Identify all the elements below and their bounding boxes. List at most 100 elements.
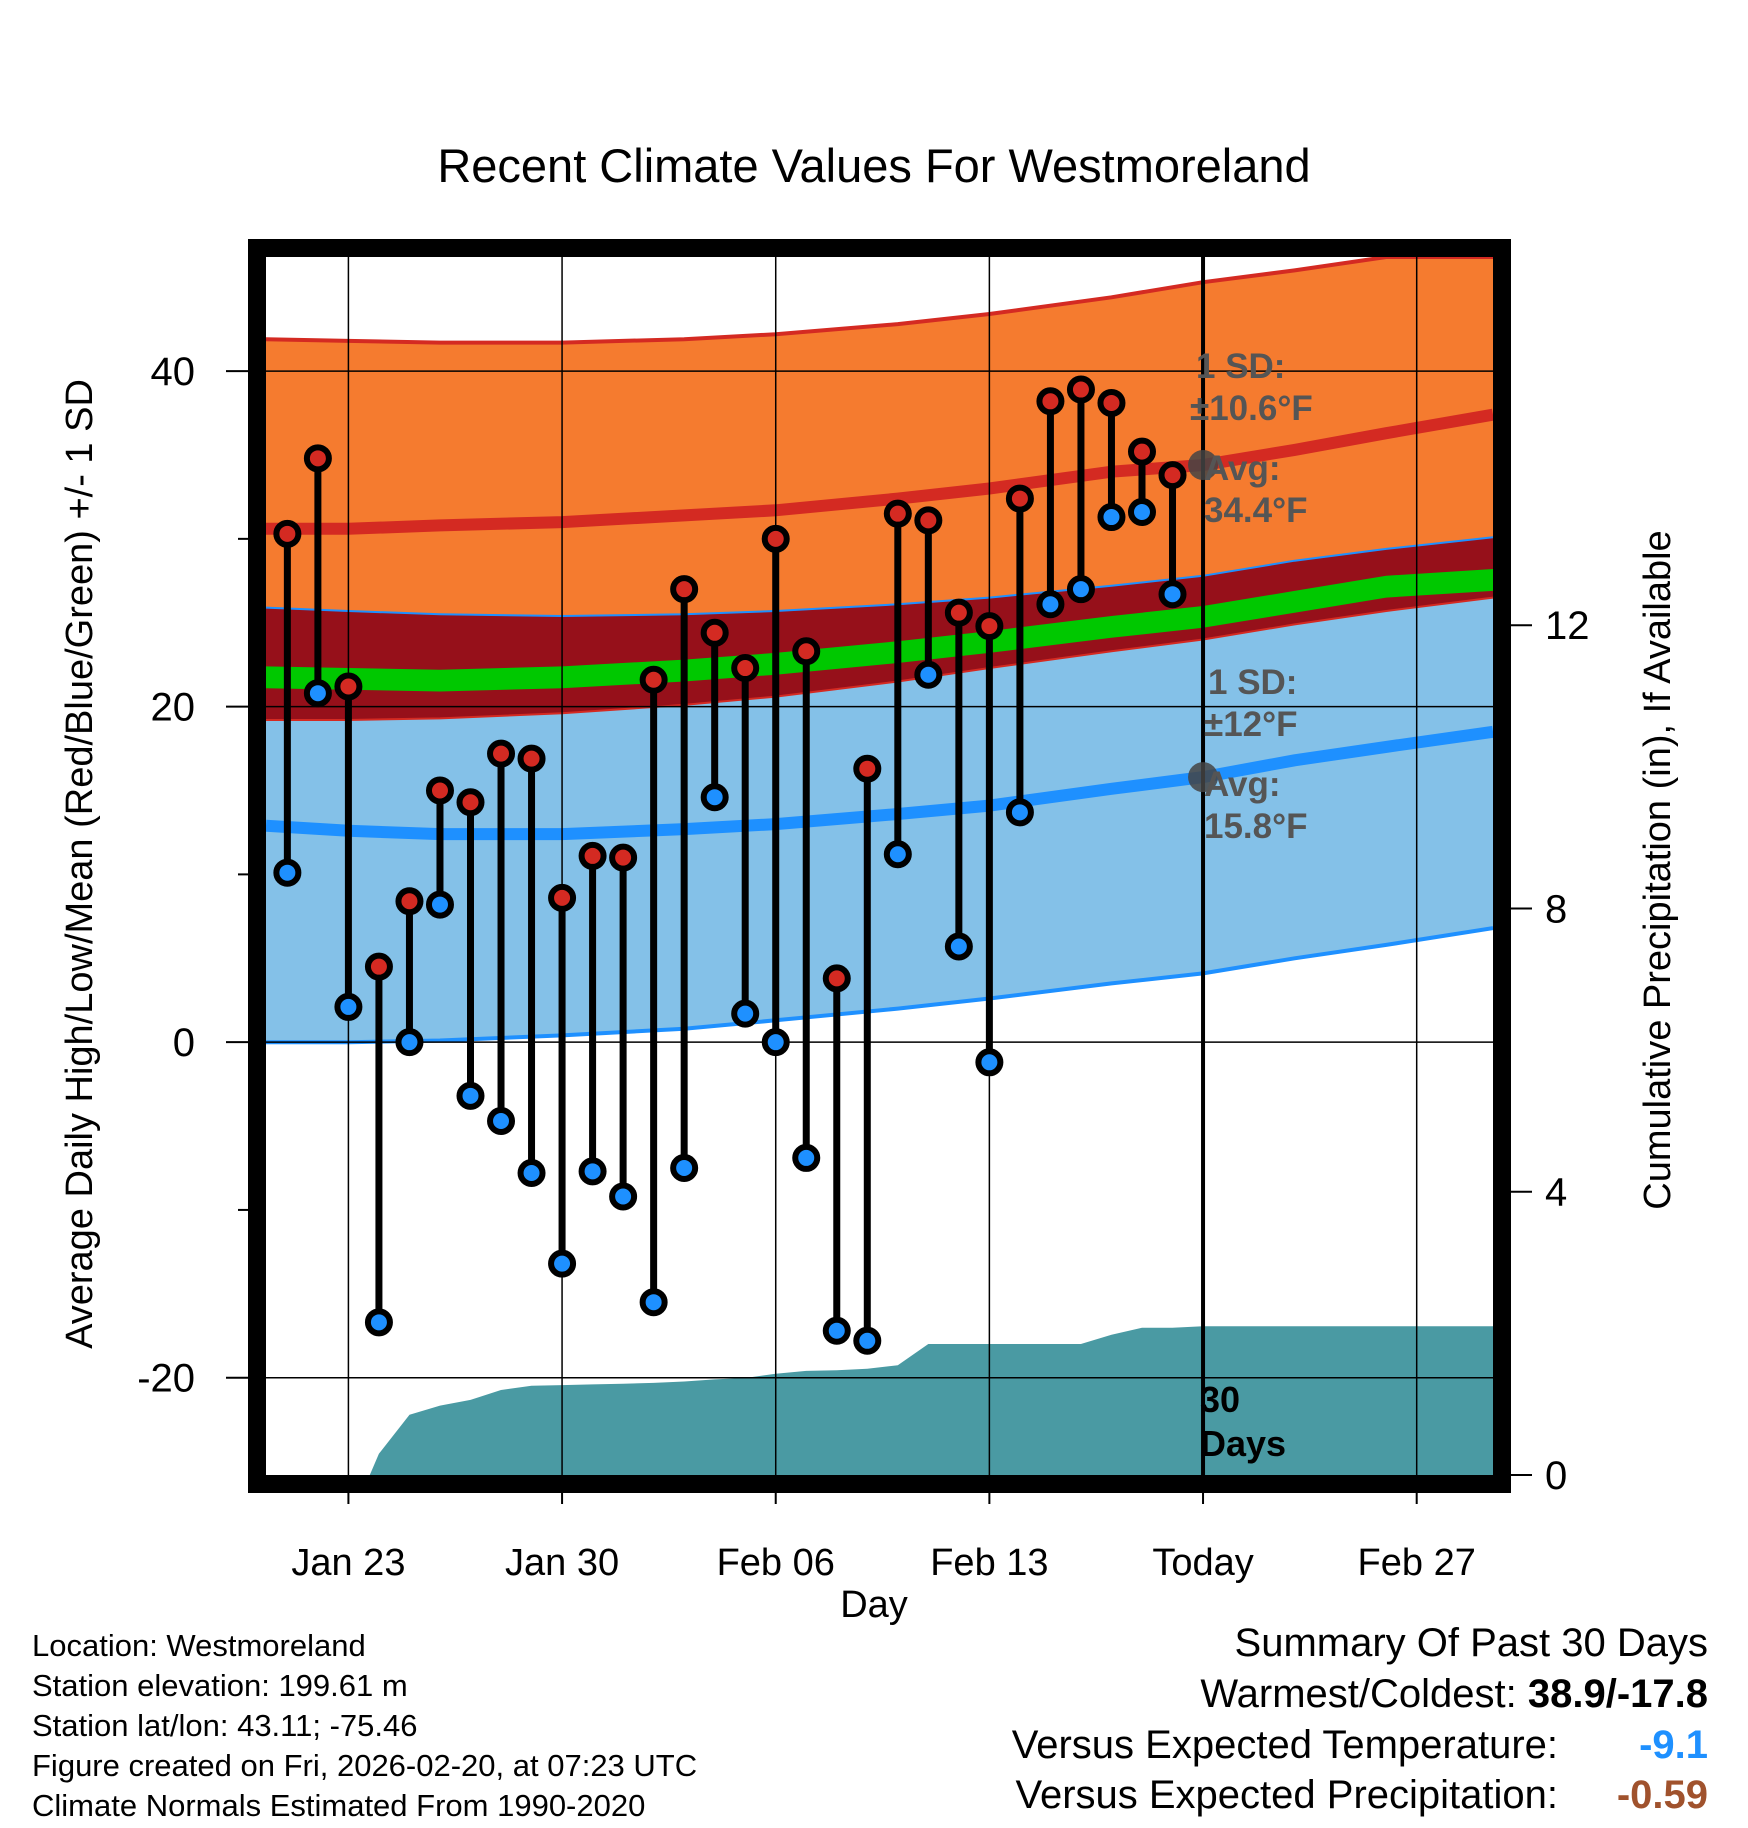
- plot-frame: [248, 239, 1511, 1493]
- low-temp-marker: [670, 1153, 699, 1182]
- x-tick-label: Feb 27: [1358, 1542, 1476, 1584]
- high-temp-marker: [334, 672, 363, 701]
- x-tick-label: Jan 30: [505, 1542, 619, 1584]
- low-temp-marker: [1127, 498, 1156, 527]
- low-sd-label: 1 SD:: [1208, 663, 1297, 702]
- low-temp-marker: [975, 1048, 1004, 1077]
- summary-temp-value: -9.1: [1639, 1723, 1708, 1767]
- summary-panel: Summary Of Past 30 Days Warmest/Coldest:…: [1012, 1618, 1708, 1820]
- summary-precip-label: Versus Expected Precipitation:: [1015, 1773, 1558, 1817]
- low-temp-marker: [609, 1182, 638, 1211]
- station-info: Location: Westmoreland Station elevation…: [32, 1626, 697, 1826]
- high-temp-marker: [1036, 387, 1065, 416]
- low-temp-marker: [1158, 580, 1187, 609]
- high-temp-marker: [578, 841, 607, 870]
- low-temp-marker: [700, 783, 729, 812]
- high-temp-marker: [883, 499, 912, 528]
- low-avg-label: Avg:: [1204, 765, 1280, 804]
- high-avg-label: Avg:: [1204, 449, 1280, 488]
- high-temp-marker: [395, 887, 424, 916]
- high-temp-marker: [792, 637, 821, 666]
- low-sd-value: ±12°F: [1204, 705, 1298, 744]
- low-temp-marker: [761, 1028, 790, 1057]
- days-label-number: 30: [1200, 1379, 1240, 1420]
- y2-tick-label: 12: [1545, 604, 1590, 648]
- low-temp-marker: [883, 840, 912, 869]
- low-temp-marker: [395, 1028, 424, 1057]
- low-temp-marker: [944, 932, 973, 961]
- summary-precip: Versus Expected Precipitation: -0.59: [1012, 1770, 1708, 1820]
- info-elevation: Station elevation: 199.61 m: [32, 1668, 408, 1703]
- y-tick-label: 0: [173, 1021, 195, 1065]
- info-latlon: Station lat/lon: 43.11; -75.46: [32, 1708, 418, 1743]
- y2-tick-label: 0: [1545, 1454, 1567, 1498]
- high-temp-marker: [273, 519, 302, 548]
- high-temp-marker: [1066, 375, 1095, 404]
- high-sd-value: ±10.6°F: [1190, 389, 1313, 428]
- x-tick-label: Today: [1152, 1542, 1253, 1584]
- low-temp-marker: [578, 1157, 607, 1186]
- high-sd-label: 1 SD:: [1196, 347, 1285, 386]
- high-temp-marker: [303, 444, 332, 473]
- low-temp-marker: [487, 1107, 516, 1136]
- high-temp-marker: [761, 524, 790, 553]
- high-temp-marker: [548, 883, 577, 912]
- summary-precip-value: -0.59: [1616, 1773, 1708, 1817]
- low-temp-marker: [639, 1288, 668, 1317]
- high-temp-marker: [914, 506, 943, 535]
- low-temp-marker: [273, 858, 302, 887]
- y-axis-label-left: Average Daily High/Low/Mean (Red/Blue/Gr…: [59, 379, 101, 1349]
- x-tick-label: Feb 06: [717, 1542, 835, 1584]
- high-temp-marker: [456, 788, 485, 817]
- low-avg-value: 15.8°F: [1204, 807, 1308, 846]
- y2-tick-label: 8: [1545, 887, 1567, 931]
- high-temp-marker: [975, 612, 1004, 641]
- summary-warm-cold-label: Warmest/Coldest:: [1200, 1672, 1528, 1716]
- low-minus-sd-line: [266, 926, 1493, 1045]
- y2-tick-label: 4: [1545, 1171, 1567, 1215]
- low-temp-marker: [425, 890, 454, 919]
- low-temp-marker: [792, 1143, 821, 1172]
- high-temp-marker: [1158, 461, 1187, 490]
- low-temp-marker: [1066, 575, 1095, 604]
- x-axis-label: Day: [840, 1584, 908, 1626]
- low-temp-marker: [853, 1326, 882, 1355]
- summary-warm-cold: Warmest/Coldest: 38.9/-17.8: [1012, 1668, 1708, 1720]
- low-temp-marker: [517, 1159, 546, 1188]
- today-low-avg-dot: [1188, 762, 1219, 793]
- low-temp-marker: [303, 679, 332, 708]
- info-created: Figure created on Fri, 2026-02-20, at 07…: [32, 1748, 698, 1783]
- y-axis-label-right: Cumulative Precipitation (in), If Availa…: [1637, 530, 1679, 1209]
- high-avg-value: 34.4°F: [1204, 491, 1308, 530]
- chart-title: Recent Climate Values For Westmoreland: [437, 139, 1310, 192]
- y-tick-label: 40: [151, 350, 196, 394]
- low-temp-marker: [1005, 798, 1034, 827]
- y-tick-label: -20: [137, 1357, 195, 1401]
- high-temp-marker: [639, 665, 668, 694]
- summary-warm-cold-value: 38.9/-17.8: [1527, 1672, 1708, 1716]
- summary-temp-label: Versus Expected Temperature:: [1011, 1723, 1558, 1767]
- high-temp-marker: [1097, 388, 1126, 417]
- low-temp-marker: [822, 1316, 851, 1345]
- high-temp-marker: [944, 598, 973, 627]
- high-plus-sd-line: [266, 257, 1493, 345]
- high-temp-marker: [670, 575, 699, 604]
- low-temp-marker: [548, 1249, 577, 1278]
- info-normals: Climate Normals Estimated From 1990-2020: [32, 1788, 646, 1823]
- x-tick-label: Jan 23: [291, 1542, 405, 1584]
- mean-band: [266, 569, 1493, 692]
- info-location: Location: Westmoreland: [32, 1628, 366, 1663]
- y-tick-label: 20: [151, 686, 196, 730]
- low-temp-marker: [1036, 590, 1065, 619]
- summary-title: Summary Of Past 30 Days: [1234, 1621, 1708, 1665]
- high-temp-marker: [700, 618, 729, 647]
- low-temp-marker: [1097, 503, 1126, 532]
- low-temp-marker: [731, 999, 760, 1028]
- days-label-word: Days: [1200, 1423, 1286, 1464]
- today-high-avg-dot: [1188, 450, 1219, 481]
- high-temp-marker: [487, 739, 516, 768]
- low-temp-marker: [364, 1308, 393, 1337]
- summary-temp: Versus Expected Temperature: -9.1: [1012, 1720, 1708, 1770]
- x-tick-label: Feb 13: [930, 1542, 1048, 1584]
